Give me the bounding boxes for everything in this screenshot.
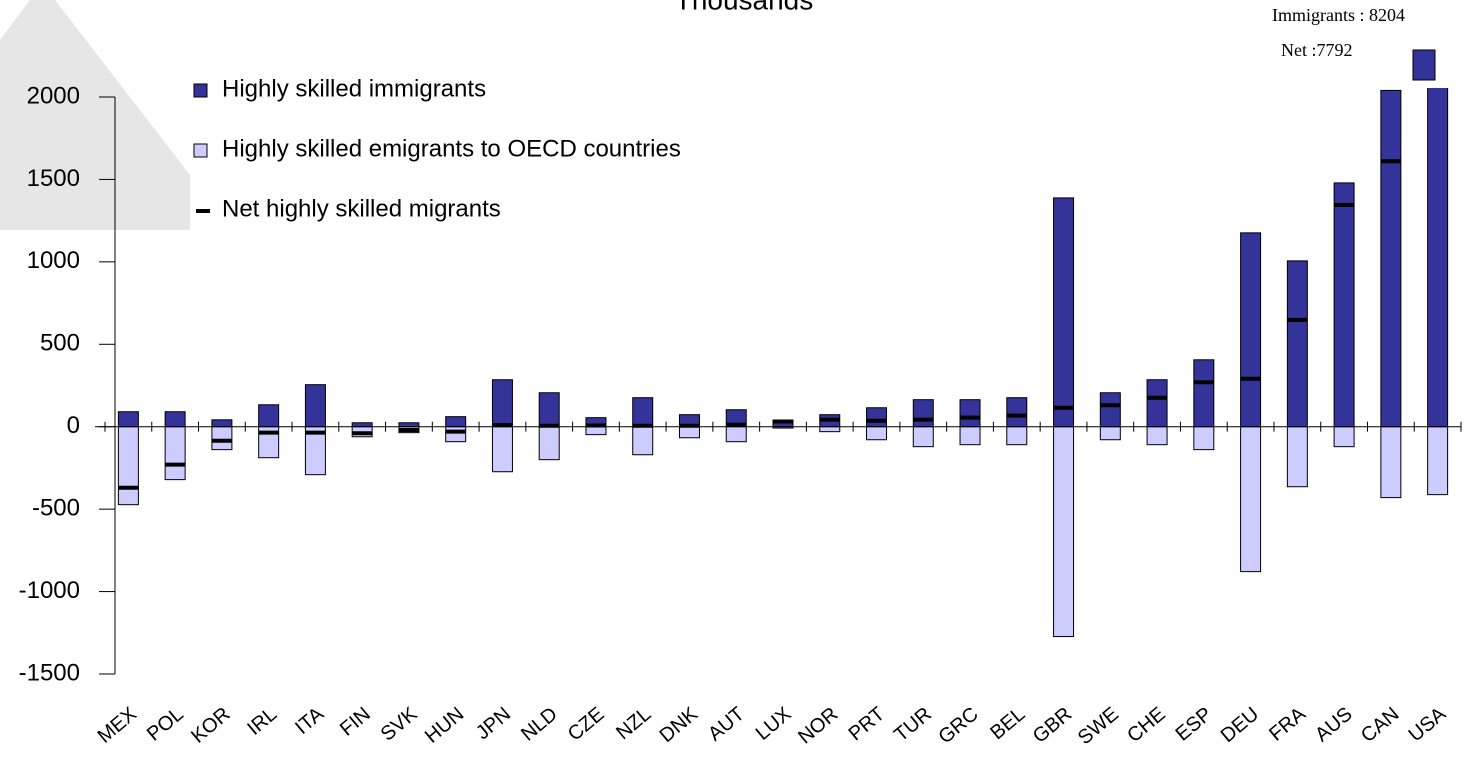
y-tick-label: 2000 [27,82,80,109]
bar [164,411,186,428]
bar [1053,426,1075,638]
bar [819,426,841,433]
y-tick-label: 0 [67,412,80,439]
bar [1099,392,1121,428]
bar [304,384,326,428]
y-tick-label: 1000 [27,247,80,274]
bar [445,416,467,428]
bar [1193,426,1215,451]
bar [445,426,467,443]
x-tick-label: HUN [421,703,468,748]
x-tick-label: FRA [1265,703,1310,746]
x-tick-label: AUS [1311,703,1357,746]
legend-swatch [193,83,208,98]
y-tick-label: 500 [40,330,80,357]
bar [1099,426,1121,441]
y-tick-label: -1000 [19,577,80,604]
background-shape [0,0,30,40]
bar [632,426,654,456]
x-tick-label: USA [1405,703,1451,747]
bar [585,426,607,436]
bar [491,379,513,428]
bar [1286,260,1308,428]
bar [1193,359,1215,428]
bar [211,419,233,428]
annotation: Net :7792 [1281,40,1353,60]
x-tick-label: SWE [1074,703,1123,749]
x-tick-label: ESP [1172,703,1217,746]
background-shape [0,0,190,230]
x-tick-label: AUT [704,703,749,746]
x-tick-label: NZL [612,703,655,744]
x-tick-label: IRL [243,703,281,740]
bar [1333,426,1355,448]
bar [538,392,560,428]
bar [1380,89,1402,428]
overflow-marker [1412,49,1436,81]
x-tick-label: CHE [1123,703,1169,747]
bar [632,397,654,428]
x-tick-label: MEX [94,703,141,748]
bar [398,422,420,428]
x-tick-label: NLD [517,703,562,746]
x-tick-label: ITA [291,703,328,739]
x-tick-label: DEU [1217,703,1263,747]
bar [258,404,280,428]
x-tick-label: GRC [934,703,982,748]
bar [164,426,186,481]
bar [912,426,934,448]
x-tick-label: NOR [794,703,842,748]
x-tick-label: JPN [472,703,515,744]
bar [678,426,700,439]
x-tick-label: SVK [377,703,422,746]
bar [211,426,233,451]
bar [1240,426,1262,573]
y-tick-label: -1500 [19,659,80,686]
bar [1286,426,1308,488]
background-shape [55,0,190,175]
bar [866,407,888,428]
legend-label: Highly skilled immigrants [222,75,486,102]
bar [959,426,981,446]
bar [117,411,139,428]
legend: Highly skilled immigrants Highly skilled … [193,75,681,222]
bar [351,422,373,428]
x-tick-label: PRT [845,703,890,745]
bar [538,426,560,461]
x-tick-label: LUX [752,703,796,745]
y-tick-label: 1500 [27,165,80,192]
legend-swatch [193,143,208,158]
bar [491,426,513,473]
bar [1053,197,1075,428]
bar [912,399,934,428]
bar [725,426,747,443]
bar [1006,426,1028,446]
x-tick-label: CZE [564,703,609,746]
x-tick-label: DNK [656,703,703,747]
x-tick-label: FIN [336,703,375,741]
bar [1146,379,1168,428]
annotation: Immigrants : 8204 [1272,5,1405,25]
legend-label: Net highly skilled migrants [222,195,501,222]
bar [117,426,139,506]
x-tick-label: KOR [187,703,234,748]
bar [1427,426,1449,496]
bar [1333,182,1355,428]
legend-label: Highly skilled emigrants to OECD countri… [222,135,681,162]
plot-area [117,88,1449,638]
bar [1240,232,1262,428]
bar [1146,426,1168,446]
bar [866,426,888,441]
bar [1006,397,1028,428]
y-tick-label: -500 [32,494,80,521]
x-tick-label: TUR [890,703,936,746]
x-tick-label: CAN [1357,703,1403,747]
x-tick-label: POL [143,703,188,746]
bar [959,399,981,428]
bar [1380,426,1402,499]
chart-title: Thousands [675,0,814,15]
x-tick-label: BEL [986,703,1029,744]
x-tick-label: GBR [1029,703,1076,748]
